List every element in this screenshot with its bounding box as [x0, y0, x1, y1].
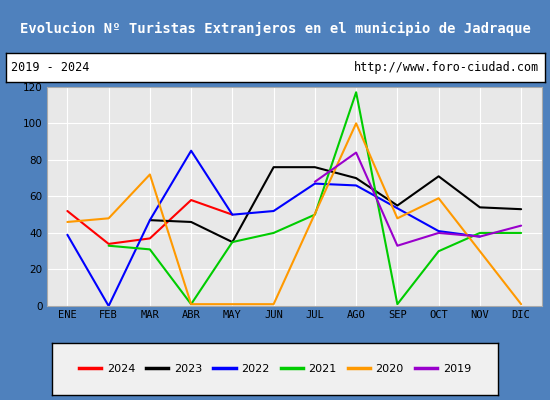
- Legend: 2024, 2023, 2022, 2021, 2020, 2019: 2024, 2023, 2022, 2021, 2020, 2019: [75, 360, 475, 379]
- Text: Evolucion Nº Turistas Extranjeros en el municipio de Jadraque: Evolucion Nº Turistas Extranjeros en el …: [20, 22, 530, 36]
- Text: http://www.foro-ciudad.com: http://www.foro-ciudad.com: [354, 61, 539, 74]
- Text: 2019 - 2024: 2019 - 2024: [11, 61, 89, 74]
